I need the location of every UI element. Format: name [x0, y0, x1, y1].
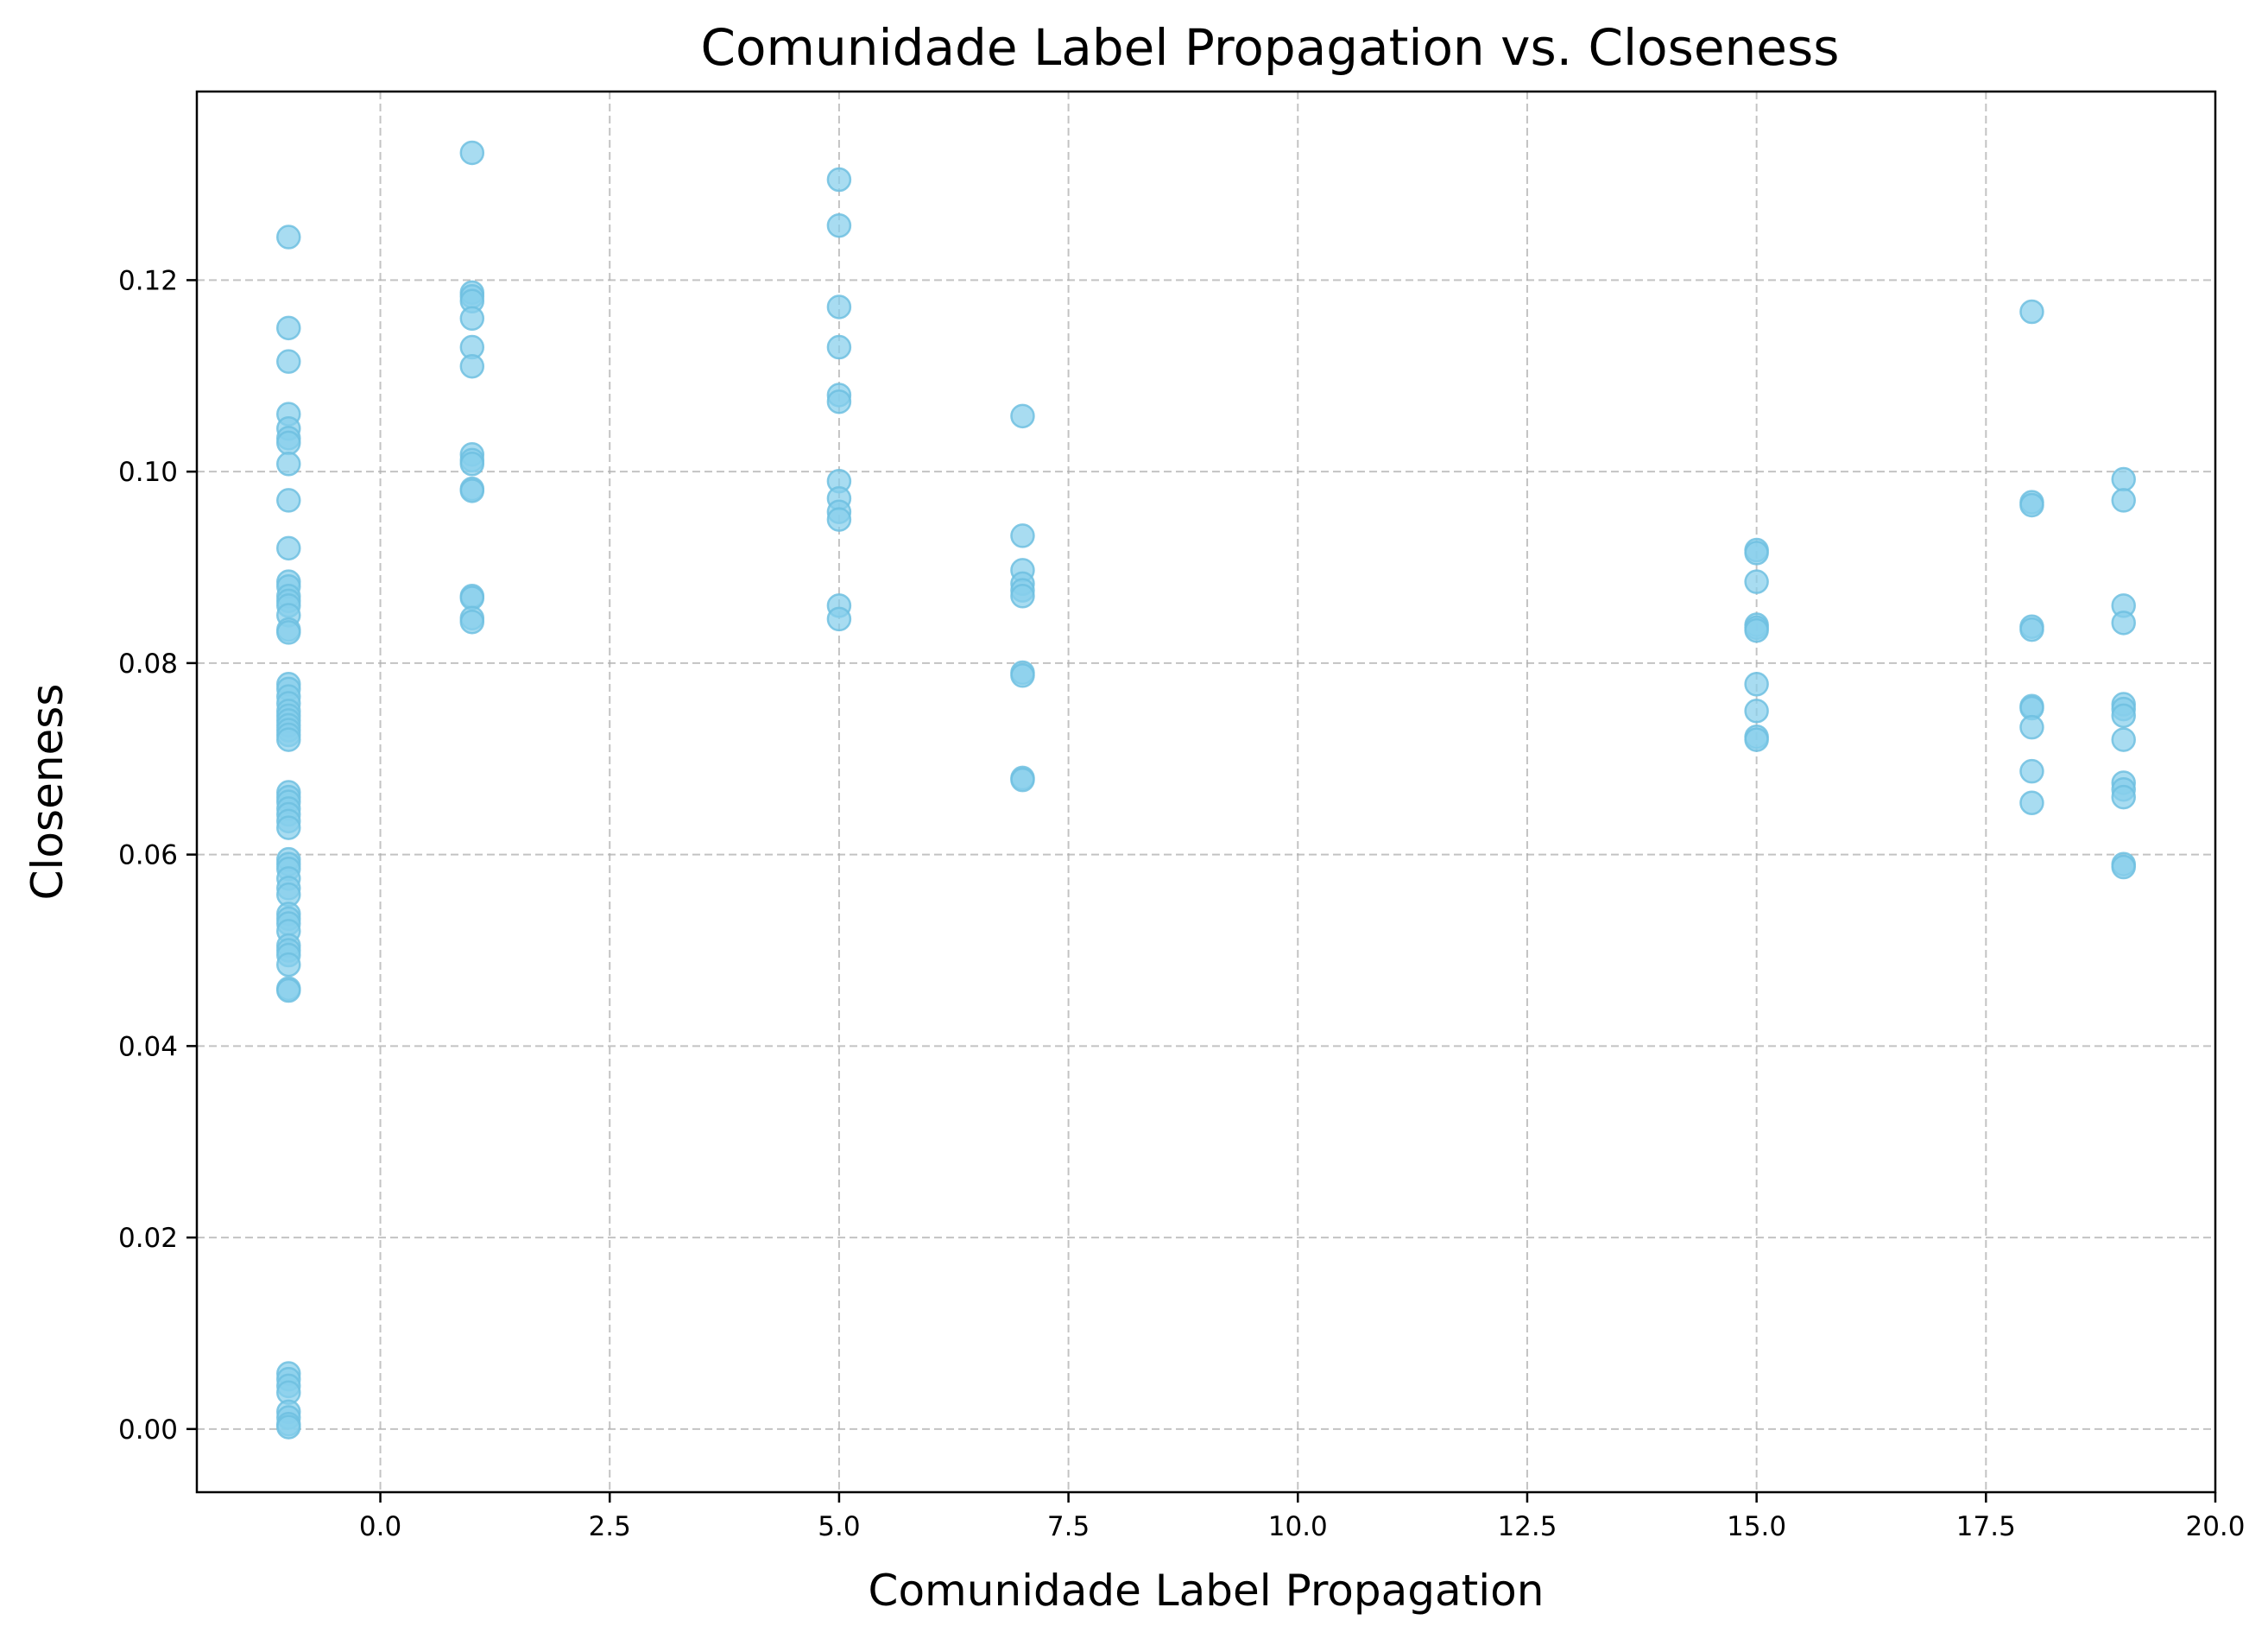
scatter-point	[276, 488, 301, 513]
x-tick-label: 5.0	[818, 1511, 860, 1542]
scatter-point	[2111, 611, 2136, 636]
scatter-point	[826, 212, 852, 238]
y-axis-label: Closeness	[22, 684, 73, 901]
scatter-point	[459, 452, 485, 477]
scatter-point	[459, 609, 485, 635]
scatter-point	[1010, 523, 1035, 548]
scatter-point	[2019, 492, 2044, 518]
scatter-point	[276, 978, 301, 1003]
scatter-point	[1010, 767, 1035, 793]
scatter-point	[1010, 663, 1035, 688]
scatter-point	[459, 140, 485, 166]
scatter-point	[2019, 299, 2044, 325]
scatter-point	[276, 349, 301, 374]
scatter-point	[276, 1414, 301, 1440]
y-axis-ticks: 0.00 0.02 0.04 0.06 0.08 0.10 0.12	[118, 265, 197, 1446]
scatter-point	[1010, 584, 1035, 609]
y-tick-label: 0.12	[118, 265, 178, 296]
scatter-point	[1744, 727, 1769, 752]
scatter-point	[2111, 488, 2136, 513]
scatter-point	[826, 294, 852, 320]
scatter-point	[1744, 569, 1769, 594]
scatter-point	[276, 620, 301, 645]
scatter-point	[2111, 854, 2136, 880]
scatter-point	[826, 507, 852, 532]
scatter-point	[276, 430, 301, 456]
x-axis-ticks: 0.0 2.5 5.0 7.5 10.0 12.5 15.0 17.5 20.0	[359, 1492, 2246, 1542]
data-points	[276, 140, 2136, 1440]
scatter-point	[1744, 617, 1769, 643]
x-tick-label: 2.5	[589, 1511, 631, 1542]
y-tick-label: 0.06	[118, 840, 178, 871]
scatter-point	[276, 727, 301, 752]
scatter-point	[826, 334, 852, 360]
scatter-point	[276, 535, 301, 561]
x-tick-label: 15.0	[1727, 1511, 1786, 1542]
x-tick-label: 7.5	[1047, 1511, 1090, 1542]
scatter-point	[459, 478, 485, 503]
scatter-point	[276, 315, 301, 341]
scatter-point	[2019, 617, 2044, 642]
scatter-point	[2019, 790, 2044, 815]
scatter-point	[2111, 703, 2136, 729]
scatter-point	[1010, 403, 1035, 429]
scatter-point	[276, 452, 301, 477]
scatter-point	[826, 606, 852, 632]
plot-frame	[195, 90, 2217, 1494]
x-tick-label: 17.5	[1956, 1511, 2016, 1542]
scatter-point	[1744, 699, 1769, 724]
scatter-point	[276, 225, 301, 250]
scatter-point	[2111, 466, 2136, 492]
y-tick-label: 0.00	[118, 1414, 178, 1446]
y-tick-label: 0.08	[118, 649, 178, 680]
scatter-point	[1744, 672, 1769, 697]
grid	[197, 92, 2216, 1492]
scatter-point	[2019, 714, 2044, 740]
y-tick-label: 0.10	[118, 457, 178, 488]
scatter-point	[2111, 727, 2136, 752]
scatter-point	[276, 815, 301, 840]
x-tick-label: 12.5	[1497, 1511, 1557, 1542]
scatter-point	[2111, 784, 2136, 810]
scatter-point	[1744, 541, 1769, 566]
x-tick-label: 0.0	[359, 1511, 401, 1542]
x-tick-label: 20.0	[2185, 1511, 2245, 1542]
scatter-point	[826, 389, 852, 414]
chart-title: Comunidade Label Propagation vs. Closene…	[701, 18, 1840, 77]
x-axis-label: Comunidade Label Propagation	[869, 1566, 1545, 1616]
scatter-point	[459, 353, 485, 379]
y-tick-label: 0.02	[118, 1223, 178, 1254]
scatter-point	[276, 952, 301, 978]
scatter-point	[459, 306, 485, 332]
x-tick-label: 10.0	[1268, 1511, 1328, 1542]
scatter-point	[826, 167, 852, 193]
scatter-point	[2019, 758, 2044, 784]
y-tick-label: 0.04	[118, 1031, 178, 1062]
